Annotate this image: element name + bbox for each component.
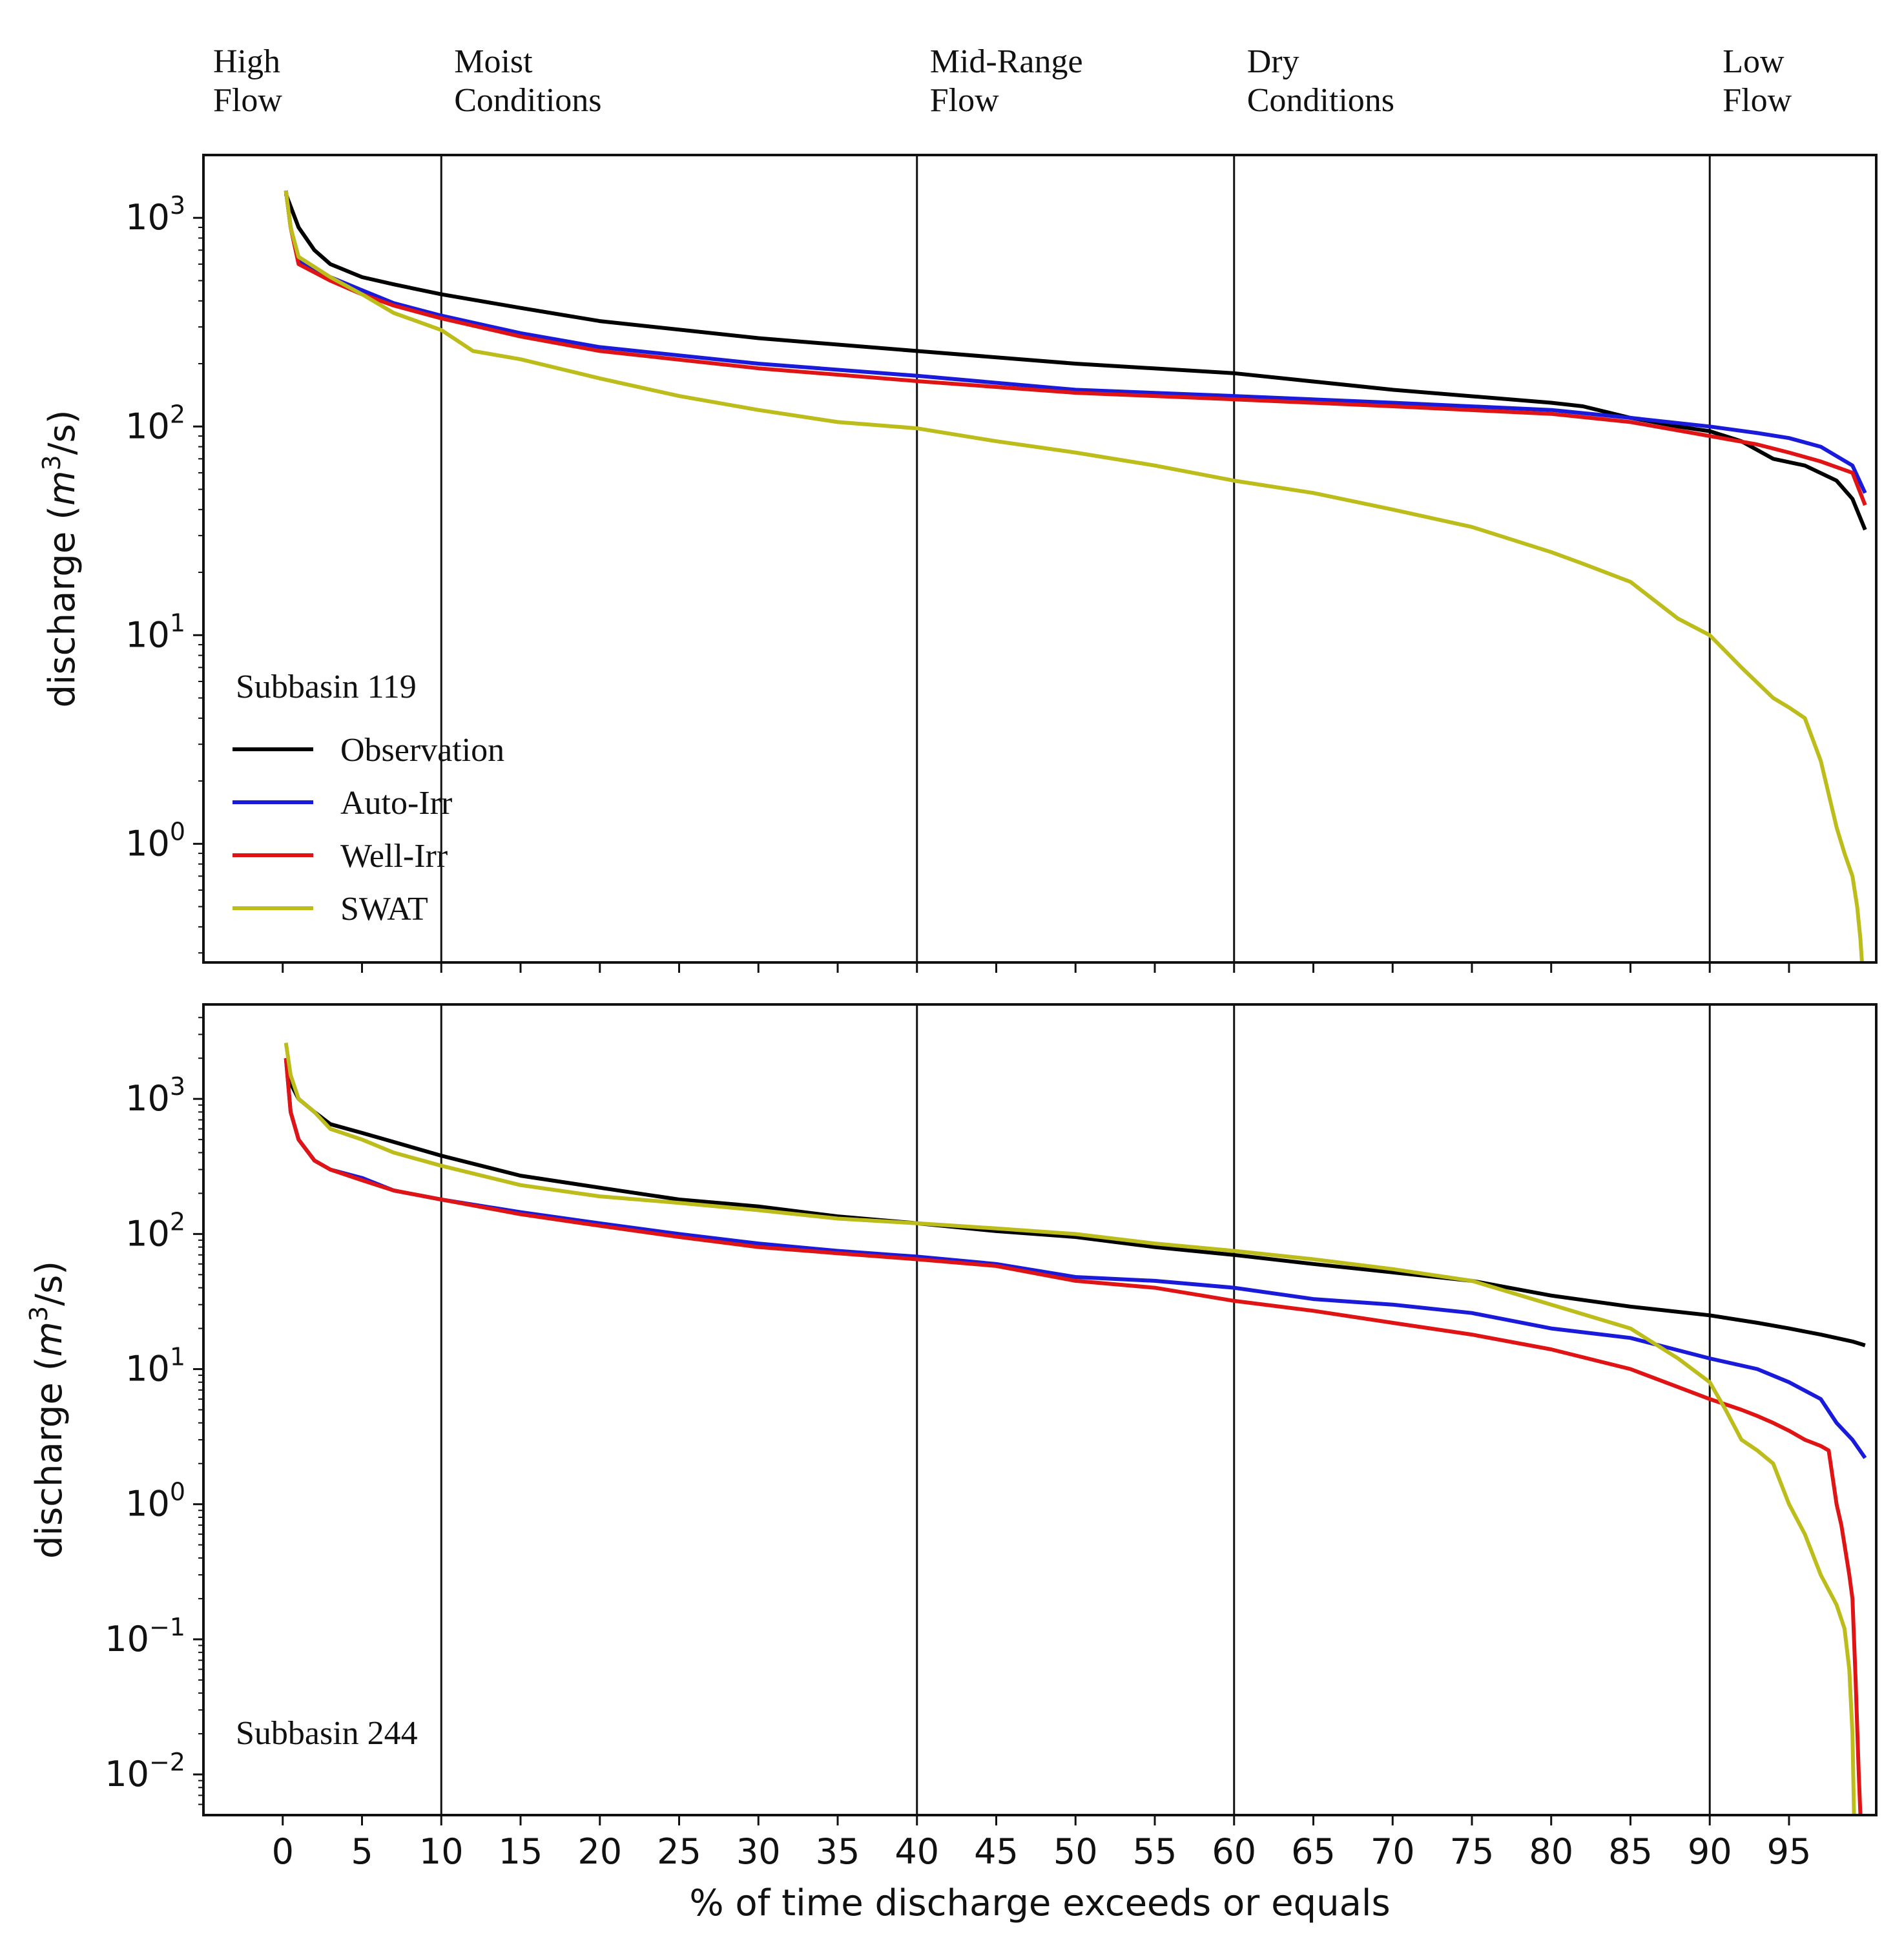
- flow-zone-label: Flow: [930, 82, 999, 119]
- legend-entry: Observation: [340, 732, 504, 769]
- flow-zone-label: Dry: [1247, 43, 1299, 80]
- x-tick-label: 70: [1371, 1831, 1415, 1872]
- flow-zone-label: Mid-Range: [930, 43, 1083, 80]
- y-tick-label: 10−1: [105, 1613, 185, 1659]
- y-axis-label: discharge (m3/s): [37, 410, 83, 707]
- y-tick-label: 101: [125, 1343, 185, 1389]
- legend-entry: SWAT: [340, 891, 428, 928]
- series-line-observation: [284, 1057, 1866, 1347]
- y-tick-label: 10−2: [105, 1748, 185, 1794]
- y-tick-label: 102: [125, 1207, 185, 1254]
- flow-zone-label: Conditions: [1247, 82, 1394, 119]
- series-line-well-irr: [284, 190, 1867, 506]
- y-axis-label: discharge (m3/s): [25, 1261, 70, 1559]
- x-tick-label: 75: [1450, 1831, 1495, 1872]
- legend-entry: Auto-Irr: [340, 785, 452, 822]
- y-tick-label: 101: [125, 608, 185, 655]
- panel-subbasin-244: 10−2 10−1 100 101 102 103 discharge (m3/s) Subb…: [25, 1003, 1878, 1825]
- x-axis-label: % of time discharge exceeds or equals: [689, 1882, 1390, 1924]
- x-tick-label: 5: [351, 1831, 373, 1872]
- x-tick-label: 30: [736, 1831, 781, 1872]
- x-tick-label: 90: [1688, 1831, 1732, 1872]
- subbasin-label: Subbasin 119: [236, 669, 417, 705]
- x-tick-label: 80: [1529, 1831, 1573, 1872]
- y-tick-label: 103: [125, 1072, 185, 1119]
- y-tick-label: 100: [125, 817, 185, 864]
- x-tick-label: 10: [419, 1831, 464, 1872]
- y-tick-label: 100: [125, 1478, 185, 1524]
- x-tick-label: 55: [1133, 1831, 1177, 1872]
- plot-frame: [202, 154, 1878, 964]
- series-line-swat: [284, 190, 1864, 962]
- flow-zone-labels: HighFlowMoistConditionsMid-RangeFlowDryC…: [213, 43, 1792, 119]
- x-tick-label: 85: [1608, 1831, 1653, 1872]
- series-line-auto-irr: [284, 190, 1867, 494]
- x-tick-label: 25: [657, 1831, 701, 1872]
- flow-zone-label: Flow: [1723, 82, 1792, 119]
- series-line-swat: [284, 1042, 1856, 1815]
- flow-zone-label: Low: [1723, 43, 1785, 80]
- legend-entry: Well-Irr: [340, 838, 448, 875]
- x-tick-label: 40: [895, 1831, 939, 1872]
- series-line-auto-irr: [284, 1057, 1867, 1459]
- flow-zone-label: Moist: [454, 43, 533, 80]
- y-tick-label: 103: [125, 191, 185, 238]
- x-tick-label: 95: [1767, 1831, 1812, 1872]
- flow-zone-label: Flow: [213, 82, 282, 119]
- x-axis: 0 5 10 15 20 25 30 35 40 45 50 55 60 65 70 75 80 85 90 95 % …: [272, 1831, 1812, 1924]
- x-tick-label: 60: [1212, 1831, 1256, 1872]
- subbasin-label: Subbasin 244: [236, 1715, 418, 1752]
- flow-zone-label: High: [213, 43, 280, 80]
- x-tick-label: 45: [974, 1831, 1019, 1872]
- x-tick-label: 0: [272, 1831, 294, 1872]
- x-tick-label: 35: [816, 1831, 860, 1872]
- flow-zone-label: Conditions: [454, 82, 601, 119]
- y-tick-label: 102: [125, 400, 185, 446]
- x-tick-label: 65: [1291, 1831, 1336, 1872]
- x-tick-label: 15: [499, 1831, 543, 1872]
- x-tick-label: 50: [1053, 1831, 1098, 1872]
- series-line-observation: [284, 193, 1867, 531]
- series-line-well-irr: [284, 1057, 1863, 1815]
- plot-frame: [202, 1003, 1878, 1816]
- x-tick-label: 20: [577, 1831, 622, 1872]
- panel-subbasin-119: 100 101 102 103 discharge (m3/s) Subbasin 119…: [37, 154, 1878, 973]
